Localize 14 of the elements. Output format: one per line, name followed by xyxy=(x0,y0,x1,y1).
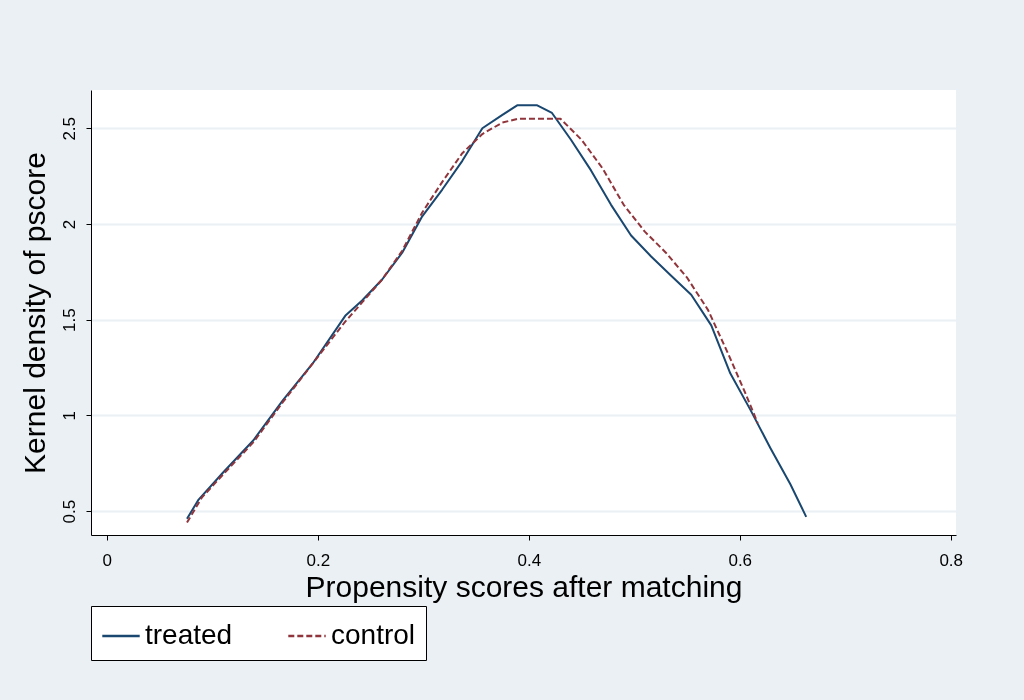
x-axis-title: Propensity scores after matching xyxy=(305,569,743,603)
y-tick-label: 0.5 xyxy=(59,499,79,524)
y-tick-label: 2.5 xyxy=(59,116,79,141)
x-tick-label: 0.6 xyxy=(728,550,753,570)
x-tick-label: 0.4 xyxy=(517,550,542,570)
y-tick-label: 1 xyxy=(59,411,79,421)
x-tick-label: 0.2 xyxy=(306,550,331,570)
y-tick-label: 2 xyxy=(59,219,79,230)
x-tick-label: 0 xyxy=(102,550,113,570)
x-tick-label: 0.8 xyxy=(939,550,964,570)
legend-label: control xyxy=(331,619,416,650)
y-tick-label: 1.5 xyxy=(59,308,79,332)
legend-label: treated xyxy=(145,619,233,650)
y-axis-title: Kernel density of pscore xyxy=(17,152,51,474)
